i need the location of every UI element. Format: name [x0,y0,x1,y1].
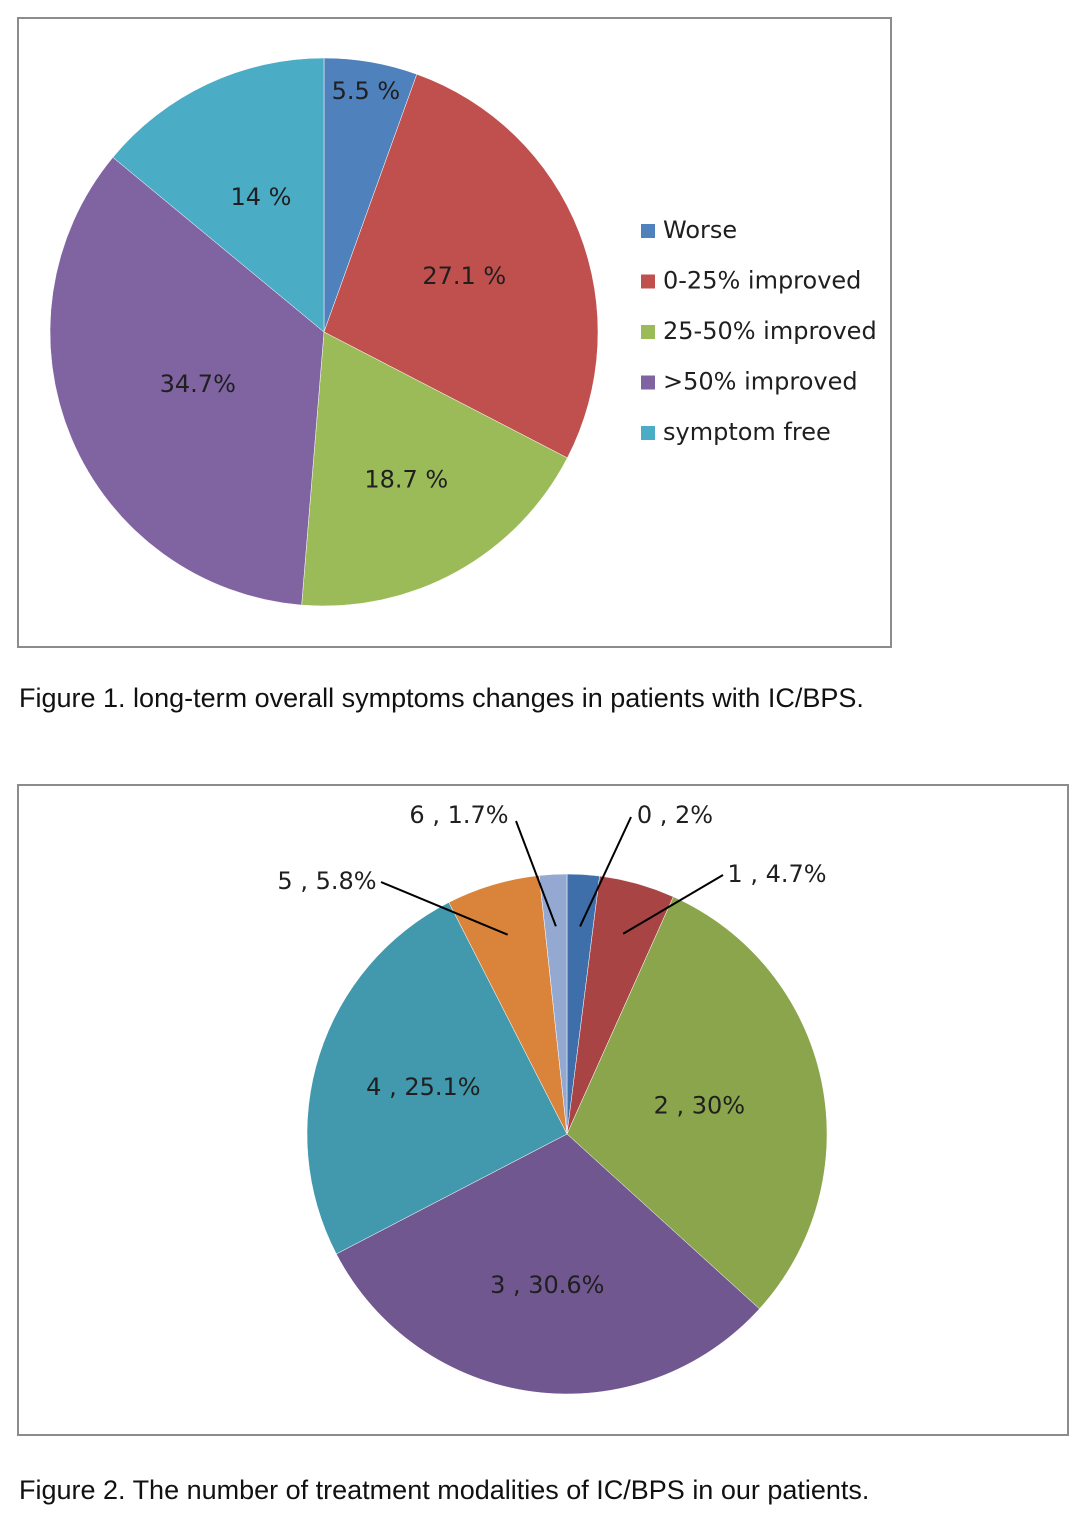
fig2-data-label-4: 4 , 25.1% [366,1073,480,1101]
fig1-legend-swatch-25-50-improved [641,325,655,339]
fig2-leader-line-5 [380,881,509,936]
fig2-data-label-6: 6 , 1.7% [409,801,508,829]
fig1-slice-0-25-improved [323,73,599,459]
fig1-legend-swatch-worse [641,224,655,238]
fig2-slice-6 [538,873,568,1135]
fig2-data-label-2: 2 , 30% [654,1091,746,1119]
fig1-legend-swatch-symptom-free [641,426,655,440]
figure-1-pie-chart: 5.5 % 27.1 % 18.7 % 34.7% 14 % Worse 0-25% imp… [49,57,877,607]
fig1-data-label-25-50-improved: 18.7 % [364,466,448,494]
fig1-data-label-0-25-improved: 27.1 % [422,262,506,290]
fig1-legend-label-symptom-free: symptom free [663,418,831,446]
fig2-data-label-1: 1 , 4.7% [727,860,826,888]
figure-2-chart-frame: 2 , 30% 3 , 30.6% 4 , 25.1% 0 , 2% 1 , 4.7% 5… [17,784,1069,1436]
fig2-slice-4 [306,902,568,1255]
fig1-legend-label-worse: Worse [663,216,737,244]
fig1-legend-swatch-50-improved [641,375,655,390]
fig1-legend-label-0-25-improved: 0-25% improved [663,267,861,295]
figure-1-caption: Figure 1. long-term overall symptoms cha… [19,683,864,713]
figure-1-chart-frame: 5.5 % 27.1 % 18.7 % 34.7% 14 % Worse 0-25% imp… [17,17,892,648]
fig1-slice-25-50-improved [301,331,568,607]
fig1-slice-50-improved [49,156,325,606]
fig1-data-label-symptom-free: 14 % [231,183,292,211]
fig2-data-label-5: 5 , 5.8% [277,867,376,895]
figure-2-caption: Figure 2. The number of treatment modali… [19,1475,870,1505]
fig1-slice-symptom-free [112,57,325,333]
fig2-slice-2 [566,896,828,1310]
figure-2-pie-chart: 2 , 30% 3 , 30.6% 4 , 25.1% 0 , 2% 1 , 4.7% 5… [277,801,828,1395]
fig2-data-label-0: 0 , 2% [637,801,713,829]
fig1-legend-label-25-50-improved: 25-50% improved [663,317,877,345]
fig1-legend-label-50-improved: >50% improved [663,368,858,396]
fig2-leader-line-0 [579,816,632,927]
fig2-data-label-3: 3 , 30.6% [490,1271,604,1299]
fig2-leader-line-6 [515,820,557,927]
fig1-legend-swatch-0-25-improved [641,274,655,289]
fig1-data-label-worse: 5.5 % [332,77,401,105]
fig1-data-label-50-improved: 34.7% [160,370,236,398]
fig2-leader-line-1 [622,874,724,935]
